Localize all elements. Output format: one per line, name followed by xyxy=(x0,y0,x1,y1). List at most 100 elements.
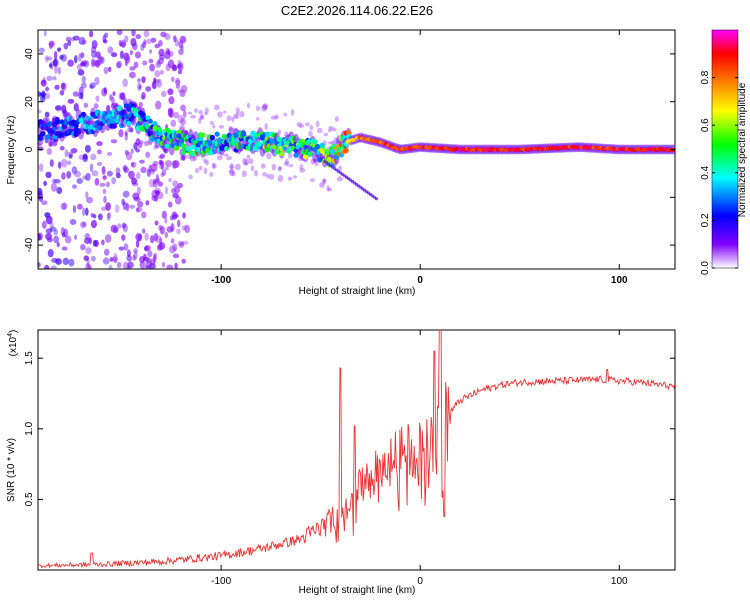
spectrogram-cell xyxy=(124,54,131,64)
spectrogram-cell xyxy=(55,106,62,112)
spectrogram-cell xyxy=(46,147,53,155)
spectrogram-cell xyxy=(130,37,137,47)
spectrogram-cell xyxy=(122,223,128,233)
spectrogram-cell xyxy=(159,69,164,75)
spectrogram-cell xyxy=(124,132,128,141)
spectrogram-cell xyxy=(168,96,175,105)
spectrogram-cell xyxy=(173,145,180,151)
spectrogram-cell xyxy=(137,200,144,208)
spectrogram-cell xyxy=(73,170,81,178)
spectrogram-cell xyxy=(189,155,196,162)
spectrogram-cell xyxy=(203,167,208,175)
colorbar: 0.0 0.2 0.4 0.6 0.8 Normalized spectral ampl… xyxy=(700,29,748,275)
spectrogram-cell xyxy=(156,190,160,197)
spectrogram-cell xyxy=(177,182,183,189)
spectrogram-cell xyxy=(170,222,175,232)
spectrogram-cell xyxy=(327,141,333,145)
spectrogram-cell xyxy=(137,141,143,149)
spectrogram-cell xyxy=(122,78,129,88)
spectrogram-cell xyxy=(73,122,79,128)
spectrogram-cell xyxy=(150,168,155,175)
spectrogram-cell xyxy=(80,221,87,229)
figure-title: C2E2.2026.114.06.22.E26 xyxy=(281,3,433,18)
spectrogram-cell xyxy=(59,90,65,96)
spectrogram-cell xyxy=(68,258,75,267)
spectrogram-cell xyxy=(151,81,158,90)
snr-x-axis-title: Height of straight line (km) xyxy=(299,585,416,596)
spectrogram-cell xyxy=(172,243,178,252)
spectrogram-cell xyxy=(170,238,175,244)
spectrogram-cell xyxy=(114,204,120,213)
spectrogram-cell xyxy=(68,154,73,159)
spectrogram-cell xyxy=(53,50,58,60)
spectrogram-cell xyxy=(180,104,186,112)
spectrogram-cell xyxy=(178,48,184,56)
spectrogram-cell xyxy=(170,119,177,127)
spectrogram-cell xyxy=(336,146,342,152)
spectrogram-cell xyxy=(210,121,214,126)
spectrogram-cell xyxy=(243,161,248,166)
spectrogram-cell xyxy=(298,124,305,129)
spectrogram-cell xyxy=(78,53,82,62)
spectrogram-cell xyxy=(152,125,158,131)
spectrogram-cell xyxy=(59,54,64,60)
spectrogram-cell xyxy=(171,160,178,169)
spectrogram-cell xyxy=(180,85,188,94)
snr-y-tick-label: 0.5 xyxy=(24,492,35,506)
spectrogram-cell xyxy=(159,153,166,159)
spectrogram-cell xyxy=(204,112,208,116)
spectrogram-cell xyxy=(80,243,86,251)
spectrogram-cell xyxy=(145,86,152,92)
spectrogram-cell xyxy=(85,172,91,181)
spectrogram-cell xyxy=(77,69,85,76)
spectrogram-cell xyxy=(262,171,267,177)
spectrogram-cell xyxy=(67,151,74,156)
spectrogram-cell xyxy=(126,265,131,269)
spectrogram-cell xyxy=(165,160,172,168)
spectrogram-cell xyxy=(99,182,106,187)
spectrogram-y-tick-label: -20 xyxy=(24,190,35,205)
spectrogram-cell xyxy=(87,124,94,130)
spectrogram-cell xyxy=(174,38,180,47)
spectrogram-cell xyxy=(172,111,180,119)
spectrogram-cell xyxy=(76,64,82,70)
spectrogram-cell xyxy=(148,179,155,188)
spectrogram-cell xyxy=(174,262,178,269)
spectrogram-cell xyxy=(44,55,49,63)
spectrogram-cell xyxy=(187,111,193,115)
spectrogram-cell xyxy=(277,166,283,170)
spectrogram-cell xyxy=(157,181,164,187)
snr-y-tick-label: 1.0 xyxy=(24,421,35,435)
spectrogram-cell xyxy=(40,79,47,85)
spectrogram-cell xyxy=(212,163,217,169)
spectrogram-cell xyxy=(47,121,53,127)
spectrogram-cell xyxy=(229,164,235,170)
spectrogram-cell xyxy=(168,177,172,183)
spectrogram-cell xyxy=(116,105,122,112)
spectrogram-cell xyxy=(46,75,53,81)
spectrogram-cell xyxy=(229,162,234,170)
spectrogram-cell xyxy=(135,239,140,248)
spectrogram-cell xyxy=(309,178,316,182)
spectrogram-cell xyxy=(181,143,187,149)
spectrogram-cell xyxy=(266,173,270,179)
spectrogram-cell xyxy=(55,258,62,265)
spectrogram-cell xyxy=(91,40,98,49)
spectrogram-cell xyxy=(85,247,92,255)
spectrogram-cell xyxy=(323,132,329,137)
spectrogram-cell xyxy=(151,195,158,202)
spectrogram-cell xyxy=(89,30,94,38)
spectrogram-cell xyxy=(62,257,70,266)
spectrogram-cell xyxy=(58,161,62,169)
spectrogram-cell xyxy=(126,254,132,262)
spectrogram-cell xyxy=(302,154,309,160)
spectrogram-cell xyxy=(143,39,147,45)
spectrogram-cell xyxy=(89,82,96,89)
spectrogram-cell xyxy=(107,46,114,54)
spectrogram-x-tick-label: 0 xyxy=(417,275,423,286)
spectrogram-y-tick-label: 20 xyxy=(24,96,35,108)
snr-y-tick-label: 1.5 xyxy=(24,351,35,365)
spectrogram-cell xyxy=(38,233,42,241)
spectrogram-cell xyxy=(71,166,78,174)
spectrogram-cell xyxy=(108,264,113,269)
